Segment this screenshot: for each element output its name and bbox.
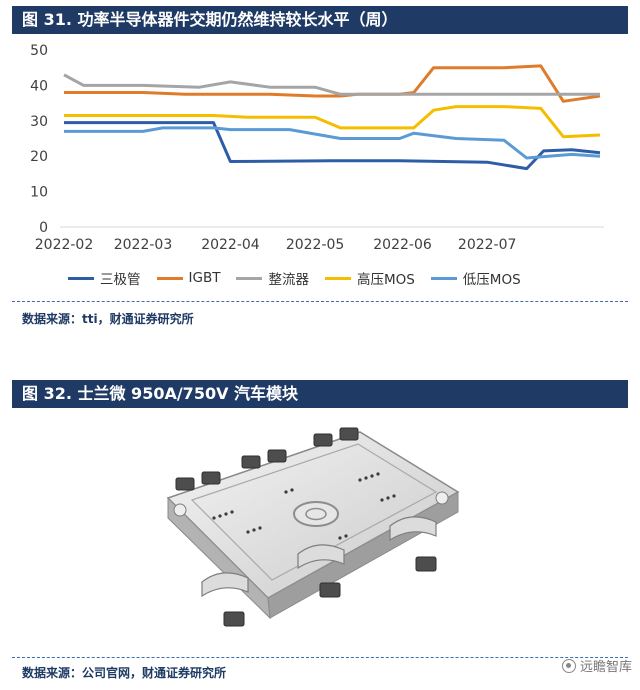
section-divider xyxy=(12,301,628,302)
y-tick-label: 40 xyxy=(30,78,48,94)
legend-label: 高压MOS xyxy=(356,272,415,288)
legend-item-4: 高压MOS xyxy=(324,268,415,288)
x-tick-label: 2022-07 xyxy=(458,237,517,253)
series-line-1 xyxy=(64,121,601,171)
lead-time-line-chart: 0 10 20 30 40 50 2022-02 2022-03 2022-04 2022-05… xyxy=(30,43,604,253)
figure-31-title: 图 31. 功率半导体器件交期仍然维持较长水平（周） xyxy=(12,6,628,34)
legend-label: IGBT xyxy=(188,270,221,286)
y-tick-label: 50 xyxy=(30,43,48,59)
watermark: 远瞻智库 xyxy=(561,656,632,675)
legend-label: 三极管 xyxy=(100,272,141,288)
igbt-module-photo xyxy=(166,427,460,627)
watermark-text: 远瞻智库 xyxy=(579,660,632,675)
section-divider xyxy=(12,657,628,658)
x-tick-label: 2022-02 xyxy=(35,237,94,253)
y-tick-label: 30 xyxy=(30,114,48,130)
series-line-2 xyxy=(64,64,601,103)
legend-swatch xyxy=(236,276,263,280)
legend-label: 低压MOS xyxy=(462,272,521,288)
y-tick-label: 10 xyxy=(30,185,48,201)
y-tick-label: 0 xyxy=(39,220,48,236)
legend-swatch xyxy=(156,276,183,280)
series-line-3 xyxy=(63,73,600,96)
legend-item-1: 三极管 xyxy=(68,268,141,288)
figure-32-title: 图 32. 士兰微 950A/750V 汽车模块 xyxy=(12,380,628,408)
series-line-5 xyxy=(64,126,601,160)
legend-label: 整流器 xyxy=(268,272,309,288)
x-tick-label: 2022-04 xyxy=(201,237,260,253)
legend-swatch xyxy=(324,276,351,280)
x-tick-label: 2022-05 xyxy=(286,237,345,253)
legend-item-2: IGBT xyxy=(156,270,221,286)
legend-item-5: 低压MOS xyxy=(430,268,521,288)
x-tick-label: 2022-03 xyxy=(114,237,173,253)
chart-legend: 三极管 IGBT 整流器 高压MOS 低压MOS xyxy=(68,268,537,288)
x-tick-label: 2022-06 xyxy=(373,237,432,253)
legend-swatch xyxy=(430,276,457,280)
series-line-4 xyxy=(64,105,601,139)
y-tick-label: 20 xyxy=(30,149,48,165)
legend-swatch xyxy=(68,276,94,280)
legend-item-3: 整流器 xyxy=(236,268,309,288)
figure-32-source: 数据来源：公司官网，财通证券研究所 xyxy=(22,666,227,680)
watermark-logo-icon xyxy=(561,658,576,673)
figure-31-source: 数据来源：tti，财通证券研究所 xyxy=(22,312,194,326)
